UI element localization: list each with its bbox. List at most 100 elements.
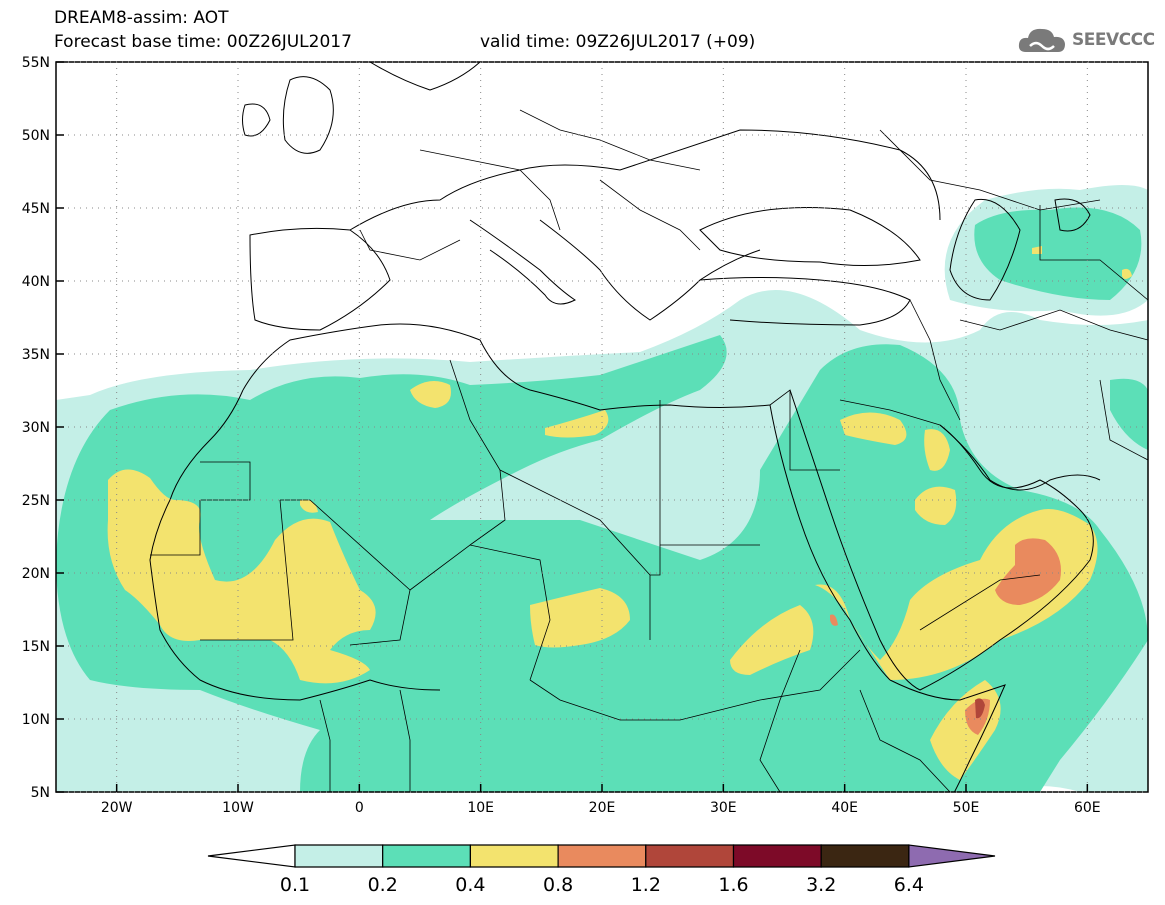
aot-field-0.4	[410, 381, 451, 408]
colorbar-swatch	[820, 844, 910, 868]
colorbar-label: 0.2	[368, 874, 398, 896]
lat-label: 55N	[22, 55, 50, 71]
aot-fields	[56, 62, 1148, 792]
aot-field-0.4	[545, 410, 609, 438]
border-line	[879, 129, 1101, 211]
colorbar-label: 0.4	[455, 874, 485, 896]
coastline-arabia	[789, 389, 1094, 691]
lon-label: 50E	[953, 800, 980, 816]
colorbar-swatch	[732, 844, 822, 868]
colorbar: 0.1 0.2 0.4 0.8 1.2 1.6 3.2 6.4	[207, 844, 996, 896]
border-line	[909, 299, 961, 421]
colorbar-label: 0.1	[280, 874, 310, 896]
colorbar-swatch	[294, 844, 384, 868]
tick-labels: 55N 50N 45N 40N 35N 30N 25N 20N 15N 10N 5N 20W 10W 0 1…	[22, 55, 1101, 816]
coastline-red-sea	[769, 404, 891, 681]
aot-field-0.4	[1032, 246, 1042, 254]
cloud-icon	[1018, 28, 1065, 52]
lon-label: 20W	[101, 800, 133, 816]
border-line	[399, 689, 411, 792]
colorbar-swatch	[645, 844, 735, 868]
lat-label: 30N	[22, 420, 50, 436]
border-line	[839, 399, 941, 426]
coastline-balkans	[539, 219, 761, 321]
border-line	[959, 309, 1148, 341]
lon-label: 0	[355, 800, 364, 816]
logo-text: SEEVCCC	[1072, 30, 1155, 50]
border-line	[1039, 205, 1148, 301]
border-line	[759, 649, 861, 701]
border-line	[1099, 379, 1148, 461]
colorbar-arrow-right	[908, 844, 996, 868]
border-line	[200, 499, 294, 641]
aot-field-0.4	[840, 412, 907, 445]
border-line	[599, 179, 701, 251]
aot-field-1.2	[975, 698, 985, 719]
graticule	[56, 61, 1148, 793]
aot-field-0.4	[1122, 268, 1132, 279]
colorbar-arrow-left	[207, 844, 296, 868]
aot-field-0.2	[974, 207, 1142, 300]
lat-label: 35N	[22, 347, 50, 363]
colorbar-swatch	[469, 844, 559, 868]
aot-field-0.4	[915, 486, 957, 525]
coastline-uk	[282, 76, 334, 154]
coastline-black-sea	[699, 207, 921, 267]
lat-label: 10N	[22, 712, 50, 728]
colorbar-label: 1.2	[631, 874, 661, 896]
aot-field-0.2	[1110, 378, 1148, 450]
coastline-italy	[469, 219, 576, 305]
lon-label: 20E	[589, 800, 616, 816]
lat-label: 25N	[22, 493, 50, 509]
border-line	[769, 389, 840, 471]
border-line	[359, 229, 461, 261]
lon-label: 60E	[1074, 800, 1101, 816]
colorbar-label: 1.6	[718, 874, 748, 896]
coastline-scandinavia	[369, 62, 481, 91]
coastline-turkey	[699, 277, 911, 326]
lat-label: 40N	[22, 274, 50, 290]
coastline-west-africa	[149, 389, 441, 701]
border-line	[419, 149, 561, 231]
lon-label: 10E	[467, 800, 494, 816]
lat-label: 15N	[22, 639, 50, 655]
colorbar-label: 0.8	[543, 874, 573, 896]
colorbar-label: 6.4	[894, 874, 924, 896]
borders	[150, 109, 1148, 792]
border-line	[499, 469, 651, 640]
colorbar-swatch	[382, 844, 471, 868]
border-line	[529, 679, 761, 721]
aot-field-0.4	[107, 469, 376, 684]
aot-field-0.4	[924, 429, 950, 471]
coastline-ireland	[242, 103, 271, 137]
coastline-horn	[889, 679, 1006, 792]
base-time-label: Forecast base time: 00Z26JUL2017	[54, 32, 352, 52]
lon-label: 10W	[222, 800, 254, 816]
aot-field-0.4	[730, 605, 814, 675]
valid-time-label: valid time: 09Z26JUL2017 (+09)	[480, 32, 756, 52]
model-title: DREAM8-assim: AOT	[54, 8, 229, 28]
lon-label: 30E	[710, 800, 737, 816]
coastline-aral	[1054, 198, 1091, 232]
coastline-caspian	[949, 198, 1021, 301]
lon-label: 40E	[831, 800, 858, 816]
lat-label: 50N	[22, 128, 50, 144]
border-line	[409, 544, 551, 681]
border-line	[519, 109, 701, 171]
coastline-north-africa	[242, 323, 771, 411]
border-line	[650, 545, 661, 576]
aot-field-0.8	[995, 538, 1061, 605]
border-line	[319, 699, 331, 792]
aot-field-0.4	[530, 588, 630, 648]
coastline-iberia	[249, 227, 391, 331]
seevccc-logo: SEEVCCC	[1018, 22, 1155, 58]
lat-label: 5N	[31, 785, 50, 801]
border-line	[150, 500, 201, 556]
colorbar-swatch	[557, 844, 647, 868]
colorbar-label: 3.2	[806, 874, 836, 896]
coastline-persian-gulf	[939, 424, 1101, 491]
border-line	[759, 649, 801, 792]
lat-label: 45N	[22, 201, 50, 217]
border-line	[859, 689, 951, 792]
